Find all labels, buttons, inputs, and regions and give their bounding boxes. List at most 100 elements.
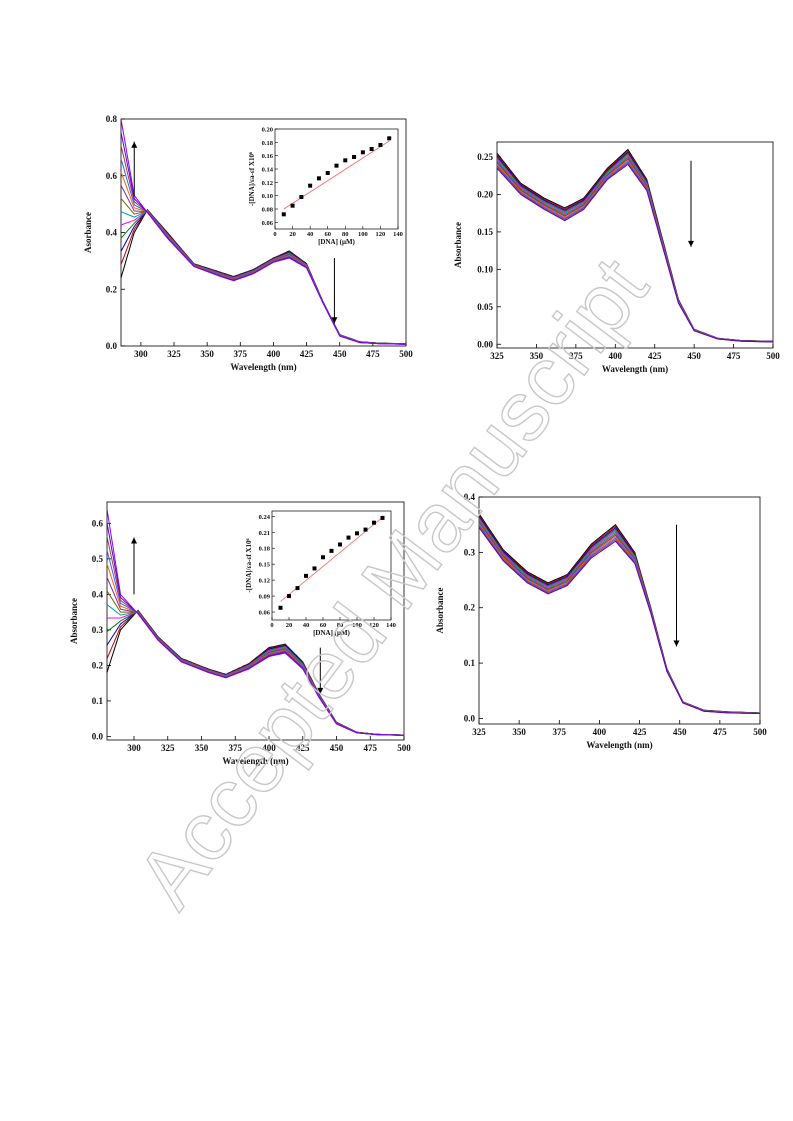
spectrum-line <box>478 517 761 714</box>
inset-y-title: -[DNA]/εa-εf X10⁶ <box>248 152 256 206</box>
x-tick-label: 400 <box>262 743 276 753</box>
inset-y-tick-label: 0.10 <box>262 193 273 200</box>
y-axis-title: Asorbance <box>83 212 93 253</box>
spectrum-line <box>478 524 761 714</box>
inset-y-tick-label: 0.21 <box>259 530 270 537</box>
inset-data-point <box>343 158 348 163</box>
inset-x-tick-label: 40 <box>307 231 314 238</box>
inset-y-tick-label: 0.09 <box>259 594 271 601</box>
y-tick-label: 0.25 <box>477 152 493 162</box>
y-tick-label: 0.3 <box>92 625 104 635</box>
y-tick-label: 0.0 <box>464 713 476 723</box>
spectrum-line <box>106 610 404 736</box>
inset-x-tick-label: 80 <box>337 622 344 629</box>
spectrum-line <box>496 160 774 343</box>
inset-fit-line <box>280 517 383 602</box>
inset-data-point <box>295 586 300 591</box>
y-tick-label: 0.2 <box>106 284 118 294</box>
x-tick-label: 350 <box>530 351 544 361</box>
inset-y-tick-label: 0.18 <box>262 140 274 147</box>
plot-frame <box>496 141 774 349</box>
y-tick-label: 0.8 <box>106 114 118 124</box>
inset-y-tick-label: 0.24 <box>259 514 271 521</box>
spectrum-line <box>496 154 773 342</box>
trend-arrowhead <box>317 687 324 694</box>
spectrum-line <box>496 155 773 343</box>
inset-y-tick-label: 0.20 <box>262 127 273 134</box>
inset-x-tick-label: 40 <box>303 622 310 629</box>
inset-x-tick-label: 60 <box>324 231 331 238</box>
y-tick-label: 0.00 <box>477 339 493 349</box>
inset-y-tick-label: 0.15 <box>259 562 271 569</box>
spectrum-line <box>478 520 760 714</box>
y-tick-label: 0.6 <box>92 518 104 528</box>
spectrum-line <box>120 209 406 345</box>
trend-arrowhead <box>131 141 138 148</box>
x-tick-label: 375 <box>234 349 248 359</box>
inset-y-tick-label: 0.12 <box>262 180 273 187</box>
spectrum-line <box>496 148 774 342</box>
inset-x-tick-label: 60 <box>320 622 327 629</box>
x-tick-label: 450 <box>687 351 701 361</box>
spectrum-line <box>120 184 407 345</box>
inset-y-tick-label: 0.12 <box>259 578 270 585</box>
inset-frame <box>274 128 399 230</box>
trend-arrowhead <box>131 537 137 544</box>
spectrum-line <box>120 171 406 345</box>
inset-y-tick-label: 0.06 <box>262 220 274 227</box>
x-tick-label: 425 <box>296 743 310 753</box>
x-tick-label: 400 <box>609 351 623 361</box>
x-tick-label: 500 <box>753 727 767 737</box>
inset-data-point <box>316 176 321 181</box>
spectrum-line <box>106 604 405 736</box>
y-axis-title: Absorbance <box>453 222 463 268</box>
spectrum-line <box>106 610 404 736</box>
spectrum-line <box>478 522 761 714</box>
spectrum-line <box>496 159 773 343</box>
inset-data-point <box>346 535 351 540</box>
y-tick-label: 0.10 <box>477 264 493 274</box>
x-axis-title: Wavelength (nm) <box>222 756 288 766</box>
inset-y-tick-label: 0.08 <box>262 207 274 214</box>
x-tick-label: 450 <box>673 727 687 737</box>
x-tick-label: 350 <box>512 727 526 737</box>
inset-x-tick-label: 100 <box>352 622 362 629</box>
inset-x-tick-label: 120 <box>369 622 379 629</box>
x-tick-label: 450 <box>330 743 344 753</box>
x-tick-label: 475 <box>364 743 378 753</box>
inset-data-point <box>308 183 313 188</box>
y-tick-label: 0.15 <box>477 227 493 237</box>
x-tick-label: 325 <box>472 727 486 737</box>
inset-data-point <box>355 531 359 536</box>
spectrum-line <box>120 209 407 345</box>
x-tick-label: 375 <box>229 743 243 753</box>
inset-x-tick-label: 140 <box>393 231 403 238</box>
inset-x-tick-label: 0 <box>273 231 276 238</box>
inset-x-tick-label: 20 <box>286 622 293 629</box>
x-tick-label: 500 <box>399 349 413 359</box>
inset-data-point <box>281 212 286 217</box>
inset-y-tick-label: 0.06 <box>259 610 271 617</box>
x-tick-label: 475 <box>366 349 380 359</box>
spectrum-line <box>120 118 406 345</box>
inset-data-point <box>290 203 295 208</box>
x-tick-label: 425 <box>648 351 662 361</box>
inset-data-point <box>321 555 325 560</box>
inset-data-point <box>363 527 368 532</box>
x-tick-label: 325 <box>167 349 181 359</box>
x-tick-label: 375 <box>569 351 583 361</box>
trend-arrowhead <box>673 640 680 647</box>
y-tick-label: 0.1 <box>464 658 476 668</box>
x-tick-label: 400 <box>267 349 281 359</box>
spectrum-line <box>106 590 404 736</box>
x-tick-label: 475 <box>727 351 741 361</box>
x-axis-title: Wavelength (nm) <box>602 364 668 374</box>
inset-frame <box>271 510 392 621</box>
spectrum-line <box>478 514 761 714</box>
spectrum-line <box>478 525 760 714</box>
spectrum-line <box>106 522 405 736</box>
spectrum-line <box>478 515 760 714</box>
